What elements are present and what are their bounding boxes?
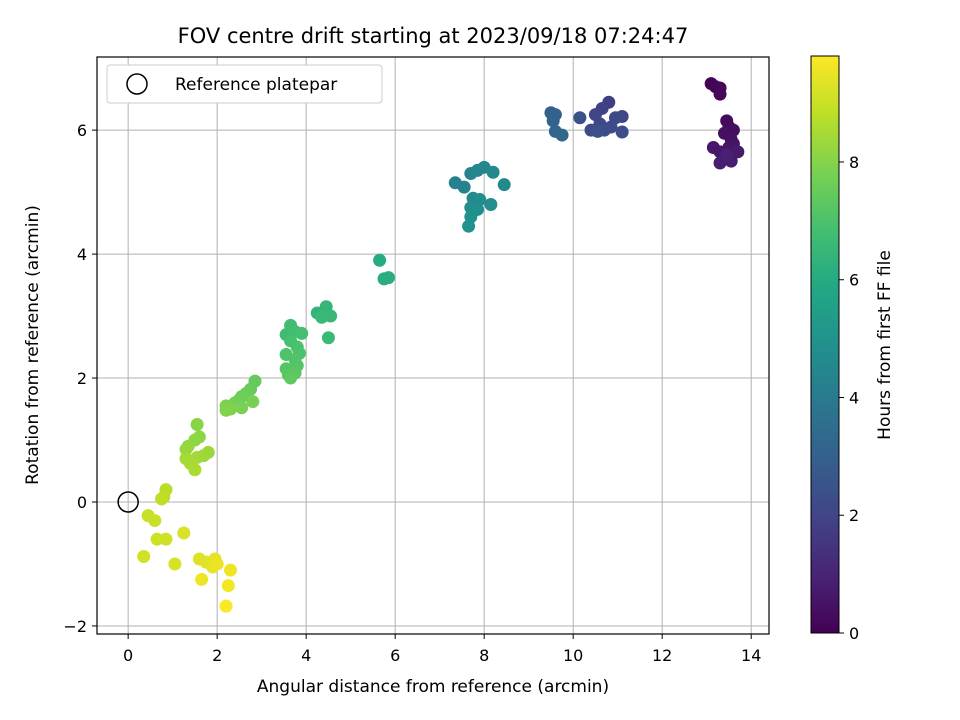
x-tick-label: 2 bbox=[212, 646, 222, 665]
data-points bbox=[117, 77, 745, 613]
data-point bbox=[195, 572, 209, 586]
data-point bbox=[159, 532, 173, 546]
x-tick-label: 10 bbox=[563, 646, 583, 665]
data-point bbox=[373, 253, 387, 267]
data-point bbox=[148, 514, 162, 528]
colorbar-tick-label: 0 bbox=[849, 624, 859, 643]
grid-lines bbox=[97, 57, 769, 634]
data-point bbox=[381, 271, 395, 285]
data-point bbox=[706, 140, 720, 154]
data-point bbox=[221, 579, 235, 593]
data-point bbox=[219, 403, 233, 417]
legend-marker-reference bbox=[126, 73, 148, 95]
y-axis-label: Rotation from reference (arcmin) bbox=[23, 205, 43, 485]
y-tick-label: 2 bbox=[77, 369, 87, 388]
legend-box bbox=[106, 64, 383, 104]
data-point bbox=[573, 111, 587, 125]
x-tick-label: 4 bbox=[301, 646, 311, 665]
data-point bbox=[210, 557, 224, 571]
chart-title: FOV centre drift starting at 2023/09/18 … bbox=[178, 24, 689, 48]
x-tick-label: 14 bbox=[741, 646, 761, 665]
data-point bbox=[731, 145, 745, 159]
data-point bbox=[246, 395, 260, 409]
data-point bbox=[497, 178, 511, 192]
data-point bbox=[546, 114, 560, 128]
x-axis-label: Angular distance from reference (arcmin) bbox=[257, 677, 609, 697]
x-axis-ticks: 0 2 4 6 8 10 12 14 bbox=[123, 634, 761, 665]
data-point bbox=[155, 492, 169, 506]
data-point bbox=[235, 401, 249, 415]
data-point bbox=[219, 599, 233, 613]
data-point bbox=[224, 563, 238, 577]
data-point bbox=[137, 550, 151, 564]
y-tick-label: 0 bbox=[77, 493, 87, 512]
y-tick-label: 6 bbox=[77, 121, 87, 140]
colorbar-tick-label: 6 bbox=[849, 271, 859, 290]
data-point bbox=[473, 193, 487, 207]
data-point bbox=[177, 526, 191, 540]
legend-label-reference: Reference platepar bbox=[175, 75, 337, 95]
legend: Reference platepar bbox=[106, 64, 383, 104]
data-point bbox=[484, 198, 498, 212]
colorbar-ticks: 0 2 4 6 8 bbox=[839, 153, 859, 643]
y-tick-label: −2 bbox=[63, 617, 87, 636]
data-point bbox=[190, 418, 204, 432]
data-point bbox=[462, 219, 476, 233]
x-tick-label: 0 bbox=[123, 646, 133, 665]
x-tick-label: 12 bbox=[652, 646, 672, 665]
y-axis-ticks: −2 0 2 4 6 bbox=[63, 121, 97, 636]
data-point bbox=[179, 442, 193, 456]
data-point bbox=[315, 310, 329, 324]
colorbar-label: Hours from first FF file bbox=[875, 250, 895, 440]
x-tick-label: 6 bbox=[390, 646, 400, 665]
data-point bbox=[713, 87, 727, 101]
data-point bbox=[284, 371, 298, 385]
plot-frame bbox=[96, 56, 770, 635]
data-point bbox=[591, 124, 605, 138]
data-point bbox=[150, 532, 164, 546]
data-point bbox=[457, 180, 471, 194]
data-point bbox=[486, 165, 500, 179]
y-tick-label: 4 bbox=[77, 245, 87, 264]
colorbar-gradient bbox=[810, 55, 840, 634]
colorbar-tick-label: 2 bbox=[849, 506, 859, 525]
colorbar-tick-label: 4 bbox=[849, 388, 859, 407]
x-tick-label: 8 bbox=[479, 646, 489, 665]
data-point bbox=[188, 463, 202, 477]
data-point bbox=[555, 128, 569, 142]
data-point bbox=[720, 148, 734, 162]
data-point bbox=[168, 557, 182, 571]
data-point bbox=[321, 331, 335, 345]
data-point bbox=[615, 125, 629, 139]
colorbar: 0 2 4 6 8 Hours from first FF file bbox=[810, 55, 895, 643]
reference-platepar-marker bbox=[117, 491, 139, 513]
data-point bbox=[295, 326, 309, 340]
colorbar-tick-label: 8 bbox=[849, 153, 859, 172]
